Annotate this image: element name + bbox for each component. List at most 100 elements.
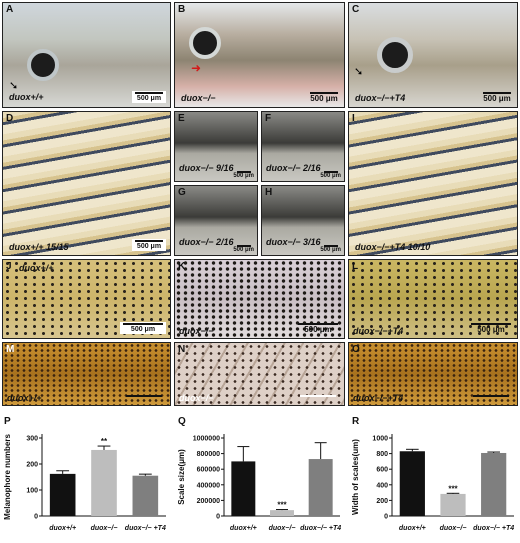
x-tick-label: duox−/− [91,525,118,532]
scale-bar: 500 μm [298,323,338,334]
fish-eye [189,27,221,59]
y-tick-label: 200 [376,498,388,505]
genotype-label: duox−/− 2/16 [266,163,321,173]
scale-bar: 500 μm [233,245,254,253]
scale-bar [300,395,336,397]
panel-label: M [6,344,15,355]
x-tick-label: duox+/+ [399,525,426,532]
panel-e-image: E duox−/− 9/16 500 μm [174,111,258,182]
y-tick-label: 200 [26,462,38,469]
panel-label: O [352,344,360,355]
bar [440,493,466,516]
y-tick-label: 300 [26,436,38,443]
panel-k-image: K duox−/− 500 μm [174,259,345,339]
y-tick-label: 400000 [197,482,220,489]
x-tick-label: duox−/− [440,525,467,532]
scale-bar: 500 μm [471,323,511,334]
panel-a-image: A duox+/+ ➘ 500 μm [2,2,171,108]
genotype-label: duox−/− 3/16 [266,237,321,247]
y-tick-label: 600000 [197,467,220,474]
panel-label: E [178,113,185,124]
panel-label: D [6,113,14,124]
x-tick-label: duox−/− +T4 [125,525,166,532]
scale-bar: 500 μm [233,171,254,179]
y-axis-label: Width of scales(um) [351,439,360,515]
panel-label: I [352,113,355,124]
significance-marker: *** [277,501,287,510]
panel-g-image: G duox−/− 2/16 500 μm [174,185,258,256]
x-tick-label: duox+/+ [49,525,76,532]
scale-bar: 500 μm [132,239,166,251]
chart-label: P [4,416,11,427]
scale-bar: 500 μm [320,245,341,253]
red-arrow-icon: ➜ [191,61,202,75]
chart-p: P Melanophore numbers 0 100 200 300 duox+/+ ** d… [3,416,166,532]
genotype-label: duox−/−+T4 10/10 [355,242,431,252]
fish-eye [377,37,413,73]
x-tick-label: duox+/+ [230,525,257,532]
genotype-label: duox−/− [179,326,214,336]
arrow-icon: ➘ [354,66,364,78]
genotype-label: duox−/− [179,393,214,403]
bar [49,473,76,516]
chart-r: R Width of scales(um) 0 200 400 600 800 1000 duo… [351,416,514,532]
y-tick-label: 0 [216,514,220,521]
genotype-label: duox−/−+T4 [353,326,404,336]
significance-marker: *** [448,484,458,493]
bar [399,451,425,516]
y-tick-label: 0 [34,514,38,521]
panel-c-image: C ➘ duox−/−+T4 500 μm [348,2,518,108]
x-tick-label: duox−/− +T4 [300,525,341,532]
panel-label: A [6,4,14,15]
chart-label: Q [178,416,186,427]
panel-label: G [178,187,186,198]
y-tick-label: 1000000 [193,436,220,443]
genotype-label: duox+/+ 15/15 [9,242,69,252]
genotype-label: duox+/+ [19,263,54,273]
panel-label: F [265,113,272,124]
y-tick-label: 600 [376,467,388,474]
scale-bar: 500 μm [483,92,511,103]
y-axis-label: Melanophore numbers [3,434,12,520]
genotype-label: duox−/− 2/16 [179,237,234,247]
scale-bar: 500 μm [320,171,341,179]
y-axis-label: Scale size(μm) [177,449,186,505]
genotype-label: duox−/−+T4 [353,393,404,403]
panel-n-image: N duox−/− [174,342,345,406]
panel-label: K [178,261,186,272]
y-tick-label: 800000 [197,451,220,458]
genotype-label: duox−/− [181,93,216,103]
panel-label: N [178,344,186,355]
scale-bar [126,395,162,397]
panel-j-image: J duox+/+ 500 μm [2,259,171,339]
chart-label: R [352,416,360,427]
y-tick-label: 800 [376,451,388,458]
genotype-label: duox−/−+T4 [355,93,406,103]
panel-f-image: F duox−/− 2/16 500 μm [261,111,345,182]
panel-i-image: I duox−/−+T4 10/10 [348,111,518,256]
x-tick-label: duox−/− [269,525,296,532]
genotype-label: duox+/+ [7,393,42,403]
panel-b-image: B ➜ duox−/− 500 μm [174,2,345,108]
genotype-label: duox+/+ [9,92,44,102]
genotype-label: duox−/− 9/16 [179,163,234,173]
bar [91,449,117,516]
panel-label: C [352,4,360,15]
bar [270,510,294,516]
y-tick-label: 200000 [197,498,220,505]
panel-d-image: D duox+/+ 15/15 500 μm [2,111,171,256]
scale-bar [473,395,509,397]
y-tick-label: 1000 [372,436,388,443]
scale-bar: 500 μm [120,322,166,334]
y-tick-label: 400 [376,482,388,489]
scale-bar: 500 μm [132,91,166,103]
bar [132,475,159,516]
y-tick-label: 100 [26,488,38,495]
arrow-icon: ➘ [9,80,19,92]
panel-label: J [6,261,12,272]
significance-marker: ** [101,437,108,446]
panel-o-image: O duox−/−+T4 [348,342,518,406]
panel-l-image: L duox−/−+T4 500 μm [348,259,518,339]
panel-label: L [352,261,359,272]
y-tick-label: 0 [384,514,388,521]
